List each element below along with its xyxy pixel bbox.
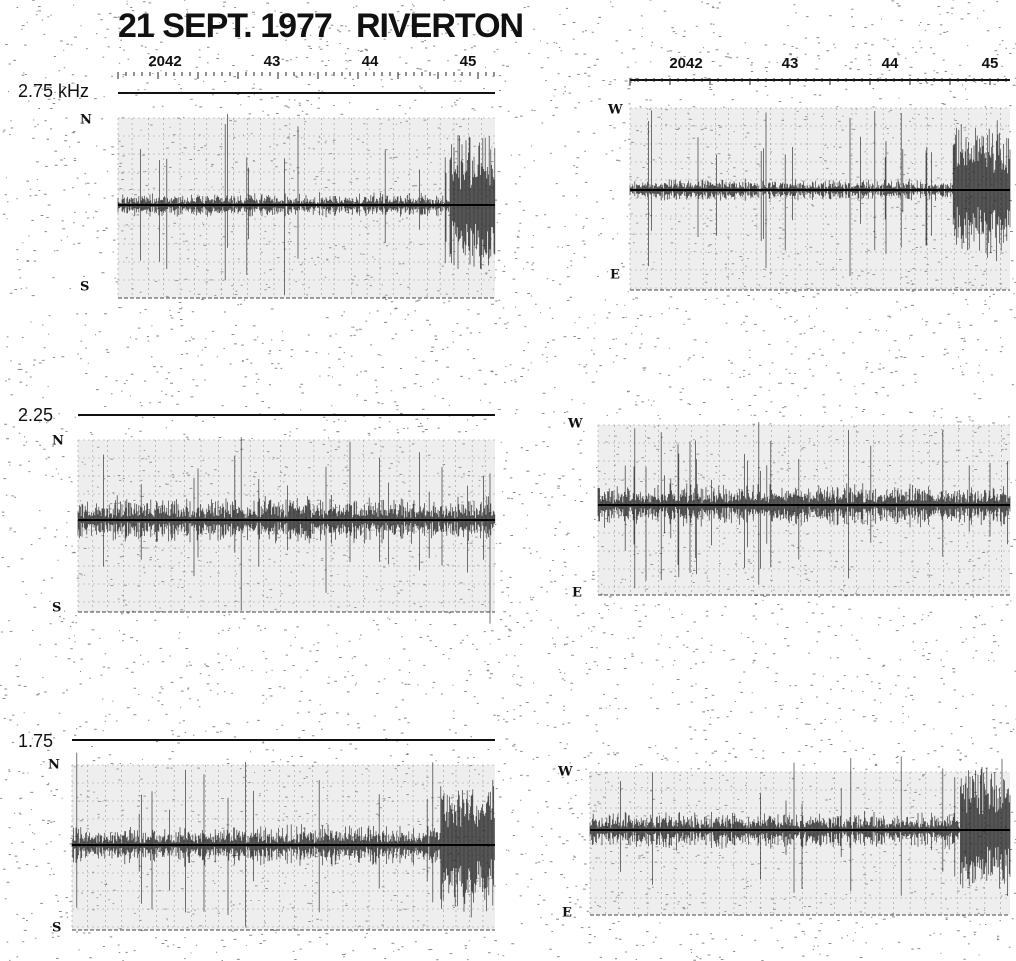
west-label: W xyxy=(567,417,583,432)
frequency-label: 1.75 xyxy=(18,731,53,751)
time-label: 43 xyxy=(782,55,799,72)
frequency-label: 2.75 kHz xyxy=(18,81,89,101)
west-label: W xyxy=(607,103,623,118)
time-label: 44 xyxy=(362,53,379,70)
south-label: S xyxy=(80,280,89,295)
location: RIVERTON xyxy=(356,7,523,45)
time-label: 45 xyxy=(460,53,477,70)
time-label: 43 xyxy=(264,53,281,70)
east-label: E xyxy=(562,906,572,921)
frequency-label: 2.25 xyxy=(18,405,53,425)
figure: 21 SEPT. 1977 RIVERTON 2042 43 44 45 204… xyxy=(0,0,1016,961)
east-label: E xyxy=(610,268,620,283)
time-label: 2042 xyxy=(669,55,702,72)
east-label: E xyxy=(572,586,582,601)
time-label: 2042 xyxy=(148,53,181,70)
time-label: 44 xyxy=(882,55,899,72)
panel-shading xyxy=(590,772,1010,915)
north-label: N xyxy=(48,758,60,773)
south-label: S xyxy=(52,601,61,616)
north-label: N xyxy=(52,434,64,449)
date: 21 SEPT. 1977 xyxy=(118,7,332,45)
south-label: S xyxy=(52,921,61,936)
time-label: 45 xyxy=(982,55,999,72)
north-label: N xyxy=(80,113,92,128)
west-label: W xyxy=(557,765,573,780)
